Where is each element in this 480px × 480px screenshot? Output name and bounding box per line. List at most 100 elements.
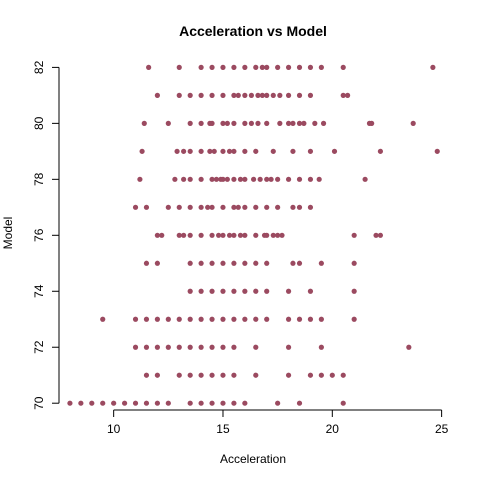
data-point [154,260,160,266]
x-tick-label: 20 [326,422,340,436]
data-point [253,148,259,154]
data-point [198,344,204,350]
data-point [154,372,160,378]
data-point [242,92,248,98]
data-point [235,204,241,210]
data-point [165,316,171,322]
data-point [255,92,261,98]
data-point [275,400,281,406]
data-point [187,204,193,210]
data-point [231,64,237,70]
data-point [187,344,193,350]
x-tick-label: 10 [107,422,121,436]
data-point [318,64,324,70]
data-point [137,176,143,182]
data-point [198,176,204,182]
data-point [318,260,324,266]
data-point [275,64,281,70]
data-point [213,176,220,182]
data-point [216,232,222,238]
data-point [242,400,248,406]
data-point [307,288,314,294]
data-point [253,260,259,266]
data-point [285,288,292,294]
data-point [209,176,215,182]
data-point [198,232,204,238]
data-point [220,316,226,322]
data-point [307,372,314,378]
data-point [209,288,215,294]
data-point [187,260,193,266]
data-point [176,92,182,98]
data-point [176,232,182,238]
data-point [176,316,182,322]
data-point [209,400,215,406]
data-point [198,316,204,322]
data-point [248,92,255,98]
data-point [290,204,296,210]
data-point [270,148,276,154]
data-point [205,204,211,210]
data-point [307,92,314,98]
data-point [231,400,237,406]
data-point [253,204,259,210]
data-point [264,204,270,210]
data-point [237,176,244,182]
data-point [143,316,150,322]
data-point [345,92,351,98]
data-point [211,148,217,154]
data-point [139,148,145,154]
data-point [362,176,368,182]
chart-title: Acceleration vs Model [179,23,327,39]
data-point [231,204,237,210]
data-point [231,260,237,266]
x-axis: 10 15 20 25 [107,409,449,436]
data-point [220,64,226,70]
data-point [242,232,248,238]
data-point [406,344,412,350]
data-point [220,120,226,126]
data-point [277,120,283,126]
data-point [296,176,303,182]
y-tick-label: 80 [32,116,46,130]
data-point [141,120,147,126]
data-point [301,120,307,126]
data-point [264,260,270,266]
data-point [121,400,128,406]
data-point [351,260,357,266]
data-point [176,344,182,350]
data-point [253,288,259,294]
data-point [198,148,204,154]
data-point [275,204,281,210]
data-point [231,232,237,238]
data-point [259,64,265,70]
data-point [198,372,204,378]
data-point [253,344,259,350]
data-point [285,120,292,126]
data-point [220,400,226,406]
data-point [242,64,248,70]
data-point [307,204,314,210]
data-point [318,372,324,378]
data-point [224,176,230,182]
data-point [143,372,150,378]
data-point [434,148,440,154]
data-point [187,176,193,182]
data-point [100,316,106,322]
data-point [329,372,335,378]
data-point [296,204,303,210]
data-point [235,92,241,98]
y-tick-label: 74 [32,284,46,298]
y-tick-label: 78 [32,172,46,186]
data-point [318,344,324,350]
data-point [198,400,204,406]
data-point [165,344,171,350]
data-point [264,316,270,322]
data-point [285,92,292,98]
data-point [220,344,226,350]
data-point [351,288,357,294]
data-point [220,148,226,154]
y-axis-label: Model [1,217,15,250]
data-point [231,316,237,322]
data-point [209,204,215,210]
